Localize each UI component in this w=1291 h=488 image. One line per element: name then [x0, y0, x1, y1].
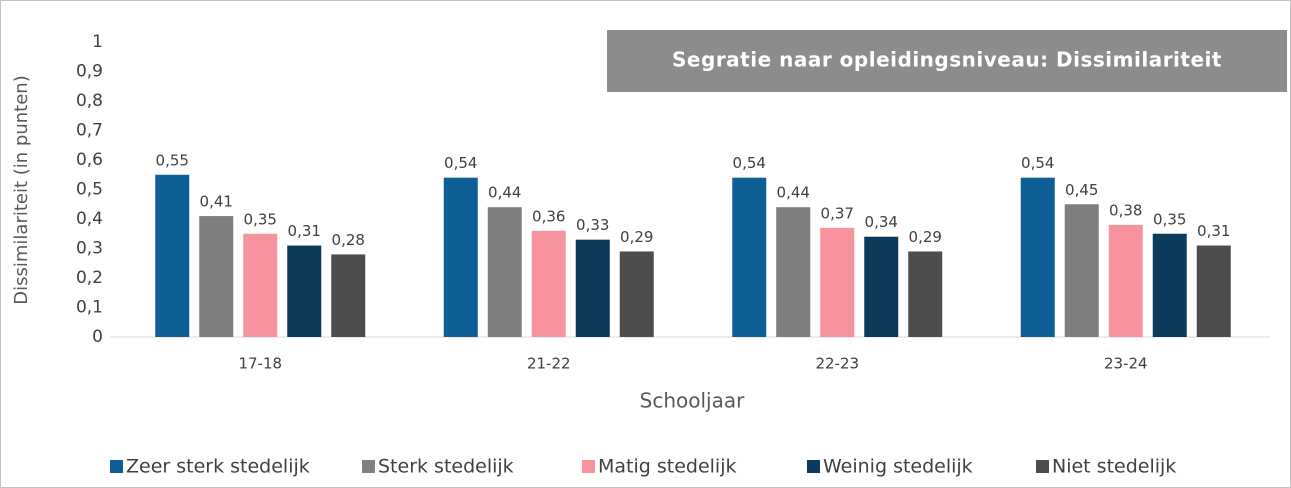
legend-label: Zeer sterk stedelijk — [126, 456, 310, 478]
y-tick-label: 0,8 — [76, 91, 103, 111]
value-label: 0,54 — [733, 154, 766, 172]
legend-marker — [110, 460, 123, 473]
legend-marker — [362, 460, 375, 473]
value-label: 0,36 — [532, 207, 565, 225]
bar — [1108, 224, 1143, 337]
bar — [331, 254, 366, 337]
value-label: 0,28 — [332, 231, 365, 249]
y-tick-label: 0,1 — [76, 298, 103, 318]
bar — [908, 251, 943, 337]
legend-label: Matig stedelijk — [598, 456, 737, 478]
y-tick-label: 0,5 — [76, 180, 103, 200]
bar — [776, 207, 811, 337]
value-label: 0,37 — [821, 204, 854, 222]
x-axis-label: Schooljaar — [640, 389, 745, 413]
y-tick-label: 0,7 — [76, 121, 103, 141]
bar — [619, 251, 654, 337]
legend-marker — [582, 460, 595, 473]
bar — [864, 236, 899, 337]
bar — [820, 227, 855, 337]
value-label: 0,45 — [1065, 181, 1098, 199]
y-tick-label: 1 — [92, 32, 103, 52]
value-label: 0,38 — [1109, 201, 1142, 219]
bar — [732, 177, 767, 337]
title-box — [607, 30, 1287, 92]
x-tick-label: 17-18 — [238, 355, 282, 373]
value-label: 0,41 — [200, 193, 233, 211]
bar — [1196, 245, 1231, 337]
value-label: 0,31 — [1197, 222, 1230, 240]
y-tick-label: 0,6 — [76, 150, 103, 170]
bar — [1152, 233, 1187, 337]
y-tick-label: 0 — [92, 327, 103, 347]
value-label: 0,35 — [244, 210, 277, 228]
value-label: 0,54 — [444, 154, 477, 172]
value-label: 0,35 — [1153, 210, 1186, 228]
value-label: 0,29 — [909, 228, 942, 246]
y-axis-label: Dissimilariteit (in punten) — [11, 75, 32, 304]
bar — [199, 216, 234, 337]
bar — [287, 245, 322, 337]
value-label: 0,33 — [576, 216, 609, 234]
value-label: 0,34 — [865, 213, 898, 231]
bar — [443, 177, 478, 337]
y-tick-label: 0,2 — [76, 268, 103, 288]
bar — [243, 233, 278, 337]
bar — [531, 230, 566, 337]
bar — [575, 239, 610, 337]
value-label: 0,44 — [777, 184, 810, 202]
value-label: 0,31 — [288, 222, 321, 240]
value-label: 0,29 — [620, 228, 653, 246]
bar — [155, 174, 190, 337]
bar — [1064, 204, 1099, 337]
x-tick-label: 22-23 — [815, 355, 859, 373]
y-tick-label: 0,3 — [76, 239, 103, 259]
value-label: 0,54 — [1021, 154, 1054, 172]
legend-label: Sterk stedelijk — [378, 456, 514, 478]
value-label: 0,55 — [156, 151, 189, 169]
x-tick-label: 21-22 — [527, 355, 571, 373]
bar — [1020, 177, 1055, 337]
value-label: 0,44 — [488, 184, 521, 202]
legend-label: Weinig stedelijk — [823, 456, 973, 478]
y-tick-label: 0,9 — [76, 62, 103, 82]
legend-marker — [1036, 460, 1049, 473]
bar — [487, 207, 522, 337]
legend-label: Niet stedelijk — [1052, 456, 1176, 478]
chart-title: Segratie naar opleidingsniveau: Dissimil… — [672, 48, 1222, 72]
x-tick-label: 23-24 — [1104, 355, 1148, 373]
legend-marker — [807, 460, 820, 473]
y-tick-label: 0,4 — [76, 209, 103, 229]
